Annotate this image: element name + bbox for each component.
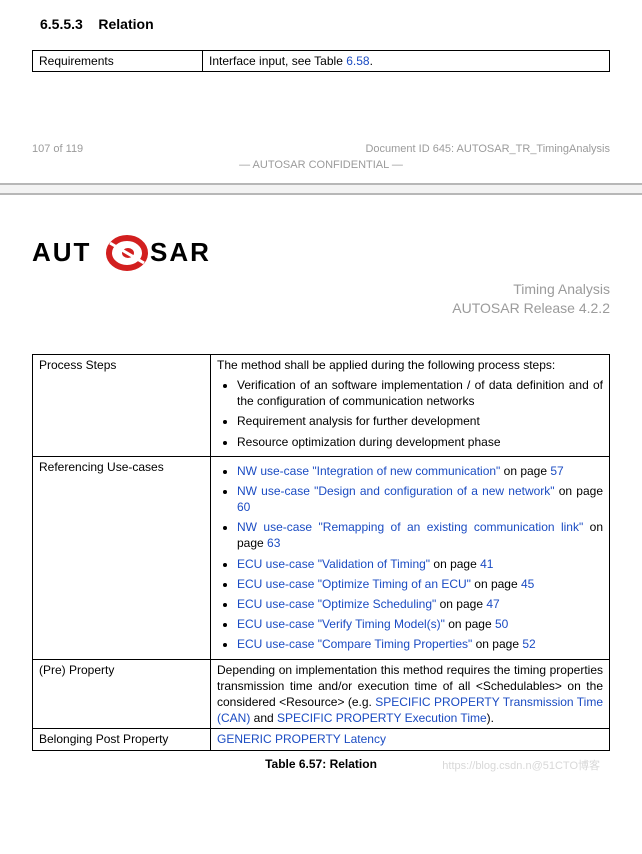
usecase-link[interactable]: NW use-case "Remapping of an existing co…: [237, 520, 583, 534]
usecase-link[interactable]: ECU use-case "Validation of Timing": [237, 557, 430, 571]
page-link[interactable]: 57: [550, 464, 563, 478]
footer-page-count: 107 of 119: [32, 142, 83, 157]
row-content: GENERIC PROPERTY Latency: [211, 729, 610, 750]
row-content: The method shall be applied during the f…: [211, 354, 610, 456]
list-item: ECU use-case "Verify Timing Model(s)" on…: [237, 616, 603, 632]
list-item: Resource optimization during development…: [237, 434, 603, 450]
row-label: Belonging Post Property: [33, 729, 211, 750]
page-lower: AUT SAR Timing Analysis AUTOSAR Release …: [0, 195, 642, 783]
table-row: Referencing Use-cases NW use-case "Integ…: [33, 456, 610, 659]
table-link[interactable]: 6.58: [346, 54, 369, 68]
table-row: (Pre) Property Depending on implementati…: [33, 659, 610, 729]
footer-confidential: — AUTOSAR CONFIDENTIAL —: [32, 158, 610, 173]
process-steps-list: Verification of an software implementati…: [217, 377, 603, 450]
row-label: (Pre) Property: [33, 659, 211, 729]
page-link[interactable]: 60: [237, 500, 250, 514]
requirements-table: Requirements Interface input, see Table …: [32, 50, 610, 72]
page-footer: 107 of 119 Document ID 645: AUTOSAR_TR_T…: [32, 142, 610, 173]
list-item: Verification of an software implementati…: [237, 377, 603, 409]
req-suffix: .: [370, 54, 373, 68]
footer-doc-id: Document ID 645: AUTOSAR_TR_TimingAnalys…: [365, 142, 610, 157]
doc-release: AUTOSAR Release 4.2.2: [32, 299, 610, 318]
doc-header-right: Timing Analysis AUTOSAR Release 4.2.2: [32, 280, 610, 318]
table-row: Belonging Post Property GENERIC PROPERTY…: [33, 729, 610, 750]
svg-text:AUT: AUT: [32, 237, 91, 267]
autosar-logo: AUT SAR: [32, 235, 264, 274]
table-caption: Table 6.57: Relation: [32, 757, 610, 771]
svg-text:SAR: SAR: [150, 237, 211, 267]
usecase-link[interactable]: NW use-case "Design and configuration of…: [237, 484, 555, 498]
list-item: Requirement analysis for further develop…: [237, 413, 603, 429]
page-link[interactable]: 45: [521, 577, 534, 591]
page-link[interactable]: 47: [486, 597, 499, 611]
page-upper: 6.5.5.3 Relation Requirements Interface …: [0, 0, 642, 183]
list-item: NW use-case "Remapping of an existing co…: [237, 519, 603, 551]
usecase-link[interactable]: ECU use-case "Verify Timing Model(s)": [237, 617, 445, 631]
page-link[interactable]: 50: [495, 617, 508, 631]
row1-intro: The method shall be applied during the f…: [217, 357, 603, 373]
page-gap: [0, 185, 642, 193]
relation-table: Process Steps The method shall be applie…: [32, 354, 610, 751]
usecase-link[interactable]: ECU use-case "Compare Timing Properties": [237, 637, 472, 651]
table-row: Process Steps The method shall be applie…: [33, 354, 610, 456]
req-prefix: Interface input, see Table: [209, 54, 346, 68]
list-item: ECU use-case "Validation of Timing" on p…: [237, 556, 603, 572]
logo-wrap: AUT SAR: [32, 235, 610, 274]
usecase-link[interactable]: NW use-case "Integration of new communic…: [237, 464, 500, 478]
page-link[interactable]: 63: [267, 536, 280, 550]
list-item: NW use-case "Integration of new communic…: [237, 463, 603, 479]
row-label: Referencing Use-cases: [33, 456, 211, 659]
section-title: Relation: [98, 16, 153, 32]
section-heading: 6.5.5.3 Relation: [40, 16, 610, 32]
req-value: Interface input, see Table 6.58.: [203, 51, 610, 72]
list-item: ECU use-case "Compare Timing Properties"…: [237, 636, 603, 652]
row-content: NW use-case "Integration of new communic…: [211, 456, 610, 659]
req-label: Requirements: [33, 51, 203, 72]
row-content: Depending on implementation this method …: [211, 659, 610, 729]
table-row: Requirements Interface input, see Table …: [33, 51, 610, 72]
pre-prop-text-c: ).: [487, 711, 494, 725]
usecase-list: NW use-case "Integration of new communic…: [217, 463, 603, 653]
page-link[interactable]: 41: [480, 557, 493, 571]
list-item: ECU use-case "Optimize Timing of an ECU"…: [237, 576, 603, 592]
doc-title: Timing Analysis: [32, 280, 610, 299]
usecase-link[interactable]: ECU use-case "Optimize Timing of an ECU": [237, 577, 471, 591]
pre-prop-text-b: and: [250, 711, 277, 725]
property-link[interactable]: SPECIFIC PROPERTY Execution Time: [277, 711, 487, 725]
caption-text: Table 6.57: Relation: [265, 757, 377, 771]
section-number: 6.5.5.3: [40, 16, 83, 32]
usecase-link[interactable]: ECU use-case "Optimize Scheduling": [237, 597, 436, 611]
list-item: NW use-case "Design and configuration of…: [237, 483, 603, 515]
property-link[interactable]: GENERIC PROPERTY Latency: [217, 732, 386, 746]
page-link[interactable]: 52: [522, 637, 535, 651]
list-item: ECU use-case "Optimize Scheduling" on pa…: [237, 596, 603, 612]
row-label: Process Steps: [33, 354, 211, 456]
